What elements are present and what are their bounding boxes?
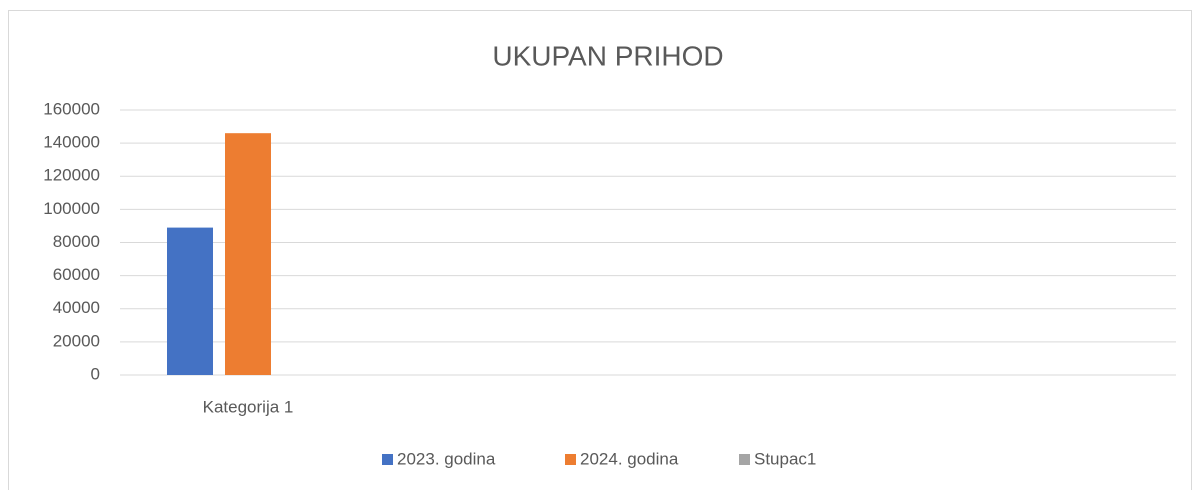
legend-swatch	[382, 454, 393, 465]
legend-label: 2023. godina	[397, 449, 496, 468]
y-tick-label: 20000	[53, 331, 100, 350]
x-tick-label: Kategorija 1	[203, 397, 294, 416]
y-tick-label: 80000	[53, 232, 100, 251]
y-tick-label: 40000	[53, 298, 100, 317]
y-tick-label: 120000	[43, 166, 100, 185]
y-tick-label: 160000	[43, 99, 100, 118]
y-tick-label: 100000	[43, 199, 100, 218]
legend-label: Stupac1	[754, 449, 816, 468]
bar	[167, 227, 213, 375]
y-tick-label: 140000	[43, 133, 100, 152]
chart-title: UKUPAN PRIHOD	[492, 40, 723, 71]
legend-swatch	[565, 454, 576, 465]
bar	[225, 133, 271, 375]
legend-swatch	[739, 454, 750, 465]
legend-label: 2024. godina	[580, 449, 679, 468]
y-tick-label: 0	[91, 364, 100, 383]
y-tick-label: 60000	[53, 265, 100, 284]
